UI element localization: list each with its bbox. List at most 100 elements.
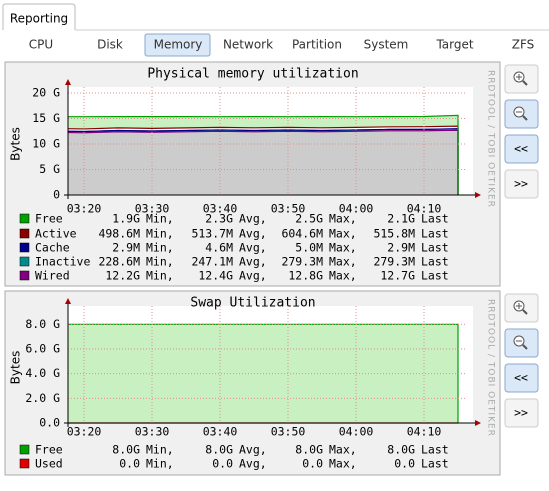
zoom-icon [522,309,528,315]
side-button[interactable] [504,134,539,164]
legend-stat-label: Last [421,457,449,471]
y-tick-label: 2.0 G [25,391,60,405]
y-tick-label: 0.0 [39,416,60,430]
sub-tab[interactable]: ZFS [512,38,535,52]
legend-stat-label: Max, [329,255,357,269]
legend-label: Free [35,443,63,457]
x-tick-label: 04:10 [407,202,442,216]
legend-stat: 12.8G [288,269,323,283]
legend-label: Used [35,457,63,471]
legend-stat: 8.0G [387,443,415,457]
legend-stat: 0.0 [302,457,323,471]
axis-arrow [65,298,71,304]
side-button[interactable] [504,363,539,393]
legend-swatch [19,213,30,224]
sub-tab[interactable]: Memory [154,38,203,52]
x-tick-label: 03:30 [135,202,170,216]
legend-stat: 2.9M [387,241,415,255]
legend-stat-label: Max, [329,443,357,457]
series-line [68,128,459,195]
legend-stat-label: Avg, [239,212,267,226]
main-tab-label[interactable]: Reporting [10,12,68,26]
legend-label: Cache [35,241,70,255]
legend-swatch [19,270,30,281]
legend-stat-label: Min, [146,212,174,226]
side-button[interactable] [504,169,539,199]
legend-stat-label: Last [421,255,449,269]
legend-stat: 604.6M [281,227,323,241]
x-tick-label: 03:20 [67,202,102,216]
series-line [68,323,459,423]
sub-tab[interactable]: Disk [97,38,123,52]
y-tick-label: 0 [53,188,60,202]
x-tick-label: 03:40 [203,425,238,439]
axis-arrow [475,192,481,198]
y-axis-label: Bytes [9,351,23,385]
main-tab[interactable] [2,3,76,30]
area-fill [68,115,458,129]
sub-tab[interactable]: Network [223,38,273,52]
plot [68,114,459,195]
axis-arrow [475,420,481,426]
watermark: RRDTOOL / TOBI OETIKER [486,70,496,208]
series-line [68,114,459,195]
legend-stat: 8.0G [205,443,233,457]
legend-stat-label: Max, [329,227,357,241]
chart-title: Physical memory utilization [147,67,358,82]
legend-stat: 8.0G [295,443,323,457]
legend-stat: 279.3M [373,255,415,269]
series-line [68,125,459,195]
legend-stat-label: Avg, [239,255,267,269]
legend-stat-label: Avg, [239,457,267,471]
sub-tab[interactable]: System [364,38,409,52]
y-tick-label: 4.0 G [25,366,60,380]
legend-stat-label: Max, [329,241,357,255]
legend-stat: 12.7G [380,269,415,283]
legend-stat: 515.8M [373,227,415,241]
legend-stat-label: Avg, [239,269,267,283]
x-tick-label: 03:50 [271,425,306,439]
nav-button-label[interactable]: >> [514,177,528,191]
x-tick-label: 04:00 [339,425,374,439]
legend-stat: 2.3G [205,212,233,226]
sub-tab[interactable]: Partition [292,38,342,52]
legend-stat: 2.5G [295,212,323,226]
legend-stat: 247.1M [191,255,233,269]
legend-stat: 0.0 [119,457,140,471]
legend-stat-label: Last [421,227,449,241]
legend-stat: 0.0 [212,457,233,471]
legend-stat-label: Max, [329,212,357,226]
x-tick-label: 03:30 [135,425,170,439]
legend-stat-label: Max, [329,269,357,283]
sub-tab[interactable]: Target [435,38,473,52]
x-tick-label: 03:50 [271,202,306,216]
side-button[interactable] [504,398,539,428]
legend-label: Inactive [35,255,90,269]
nav-button-label[interactable]: >> [514,406,528,420]
legend-stat-label: Min, [146,269,174,283]
sub-tab[interactable]: CPU [29,38,53,52]
zoom-icon [522,80,528,86]
legend-stat-label: Last [421,241,449,255]
legend-stat-label: Min, [146,457,174,471]
area-fill [68,130,458,195]
legend-stat: 5.0M [295,241,323,255]
nav-button-label[interactable]: << [514,142,528,156]
legend-stat-label: Min, [146,227,174,241]
legend-stat-label: Last [421,212,449,226]
legend-stat: 498.6M [98,227,140,241]
legend-stat-label: Max, [329,457,357,471]
series-line [68,129,459,195]
legend-stat: 513.7M [191,227,233,241]
nav-button-label[interactable]: << [514,371,528,385]
legend-stat: 12.2G [105,269,140,283]
legend-stat: 2.1G [387,212,415,226]
y-tick-label: 5 G [39,162,60,176]
chart-title: Swap Utilization [190,296,315,311]
x-tick-label: 04:10 [407,425,442,439]
selected-tab[interactable] [144,33,211,57]
x-tick-label: 04:00 [339,202,374,216]
legend-stat-label: Min, [146,443,174,457]
y-tick-label: 20 G [32,86,60,100]
legend-label: Free [35,212,63,226]
